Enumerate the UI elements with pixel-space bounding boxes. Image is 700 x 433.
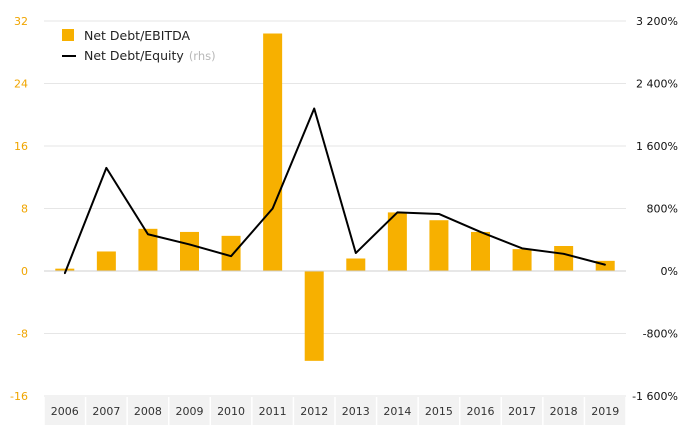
line-point-2016 (479, 231, 482, 233)
gridlines (44, 20, 626, 397)
line-point-2015 (438, 213, 440, 215)
bar-2018 (554, 246, 574, 271)
line-point-2008 (147, 233, 149, 236)
right-tick-label: 1 600% (636, 140, 678, 153)
left-tick-label: -8 (17, 328, 28, 341)
bar-series-net-debt-ebitda (55, 33, 615, 361)
left-tick-label: 0 (21, 265, 28, 278)
line-point-2012 (313, 107, 316, 110)
x-tick-label: 2016 (467, 405, 495, 418)
bar-2013 (346, 258, 366, 271)
x-tick-label: 2012 (300, 405, 328, 418)
bar-2012 (304, 271, 324, 361)
line-point-2019 (604, 263, 607, 266)
line-point-2010 (230, 255, 232, 257)
bar-2009 (180, 231, 199, 271)
legend-label-net-debt-ebitda: Net Debt/EBITDA (84, 28, 190, 43)
bar-2019 (595, 260, 615, 271)
line-point-2014 (396, 211, 399, 214)
x-tick-label: 2017 (508, 405, 536, 418)
bar-2006 (55, 268, 75, 271)
x-tick-label: 2014 (383, 405, 411, 418)
left-tick-label: 8 (21, 203, 28, 216)
bar-2011 (263, 33, 283, 271)
bar-2010 (221, 235, 241, 271)
bar-2014 (387, 212, 407, 271)
line-path (63, 107, 606, 274)
x-tick-label: 2019 (591, 405, 619, 418)
legend: Net Debt/EBITDA Net Debt/Equity (rhs) (62, 28, 216, 63)
left-tick-label: 16 (14, 140, 28, 153)
left-tick-label: 32 (14, 15, 28, 28)
x-axis: 2006 2007 2008 2009 2010 2011 2012 2013 2014 2015… (43, 397, 627, 425)
bar-2007 (96, 251, 116, 271)
bar-2016 (471, 231, 490, 271)
right-axis-ticks: 3 200% 2 400% 1 600% 800% 0% -800% -1 600% (632, 15, 678, 403)
right-tick-label: 0% (661, 265, 678, 278)
line-point-2017 (521, 247, 523, 250)
bar-2017 (512, 249, 532, 271)
right-tick-label: 2 400% (636, 78, 678, 91)
legend-label-net-debt-equity: Net Debt/Equity (rhs) (84, 48, 216, 63)
bar-2008 (138, 228, 158, 271)
x-tick-label: 2007 (92, 405, 120, 418)
x-tick-label: 2008 (134, 405, 162, 418)
right-tick-label: 3 200% (636, 15, 678, 28)
x-tick-label: 2011 (259, 405, 287, 418)
line-series-net-debt-equity (63, 107, 607, 275)
x-tick-label: 2010 (217, 405, 245, 418)
line-point-2009 (188, 243, 191, 246)
x-tick-label: 2015 (425, 405, 453, 418)
left-tick-label: -16 (10, 390, 28, 403)
line-point-2018 (562, 253, 565, 255)
right-tick-label: -1 600% (632, 390, 678, 403)
line-point-2006 (63, 272, 66, 275)
legend-label-net-debt-equity-name: Net Debt/Equity (84, 48, 184, 63)
right-tick-label: -800% (643, 328, 678, 341)
x-tick-label: 2009 (176, 405, 204, 418)
right-tick-label: 800% (647, 203, 678, 216)
line-point-2007 (105, 167, 108, 169)
left-tick-label: 24 (14, 78, 28, 91)
legend-label-rhs-note: (rhs) (189, 49, 216, 63)
x-tick-label: 2018 (550, 405, 578, 418)
x-tick-label: 2006 (51, 405, 79, 418)
legend-swatch-net-debt-ebitda (62, 29, 74, 41)
left-axis-ticks: 32 24 16 8 0 -8 -16 (10, 15, 28, 403)
bar-2015 (429, 220, 449, 271)
line-point-2013 (354, 252, 357, 254)
x-tick-label: 2013 (342, 405, 370, 418)
line-point-2011 (271, 207, 274, 210)
